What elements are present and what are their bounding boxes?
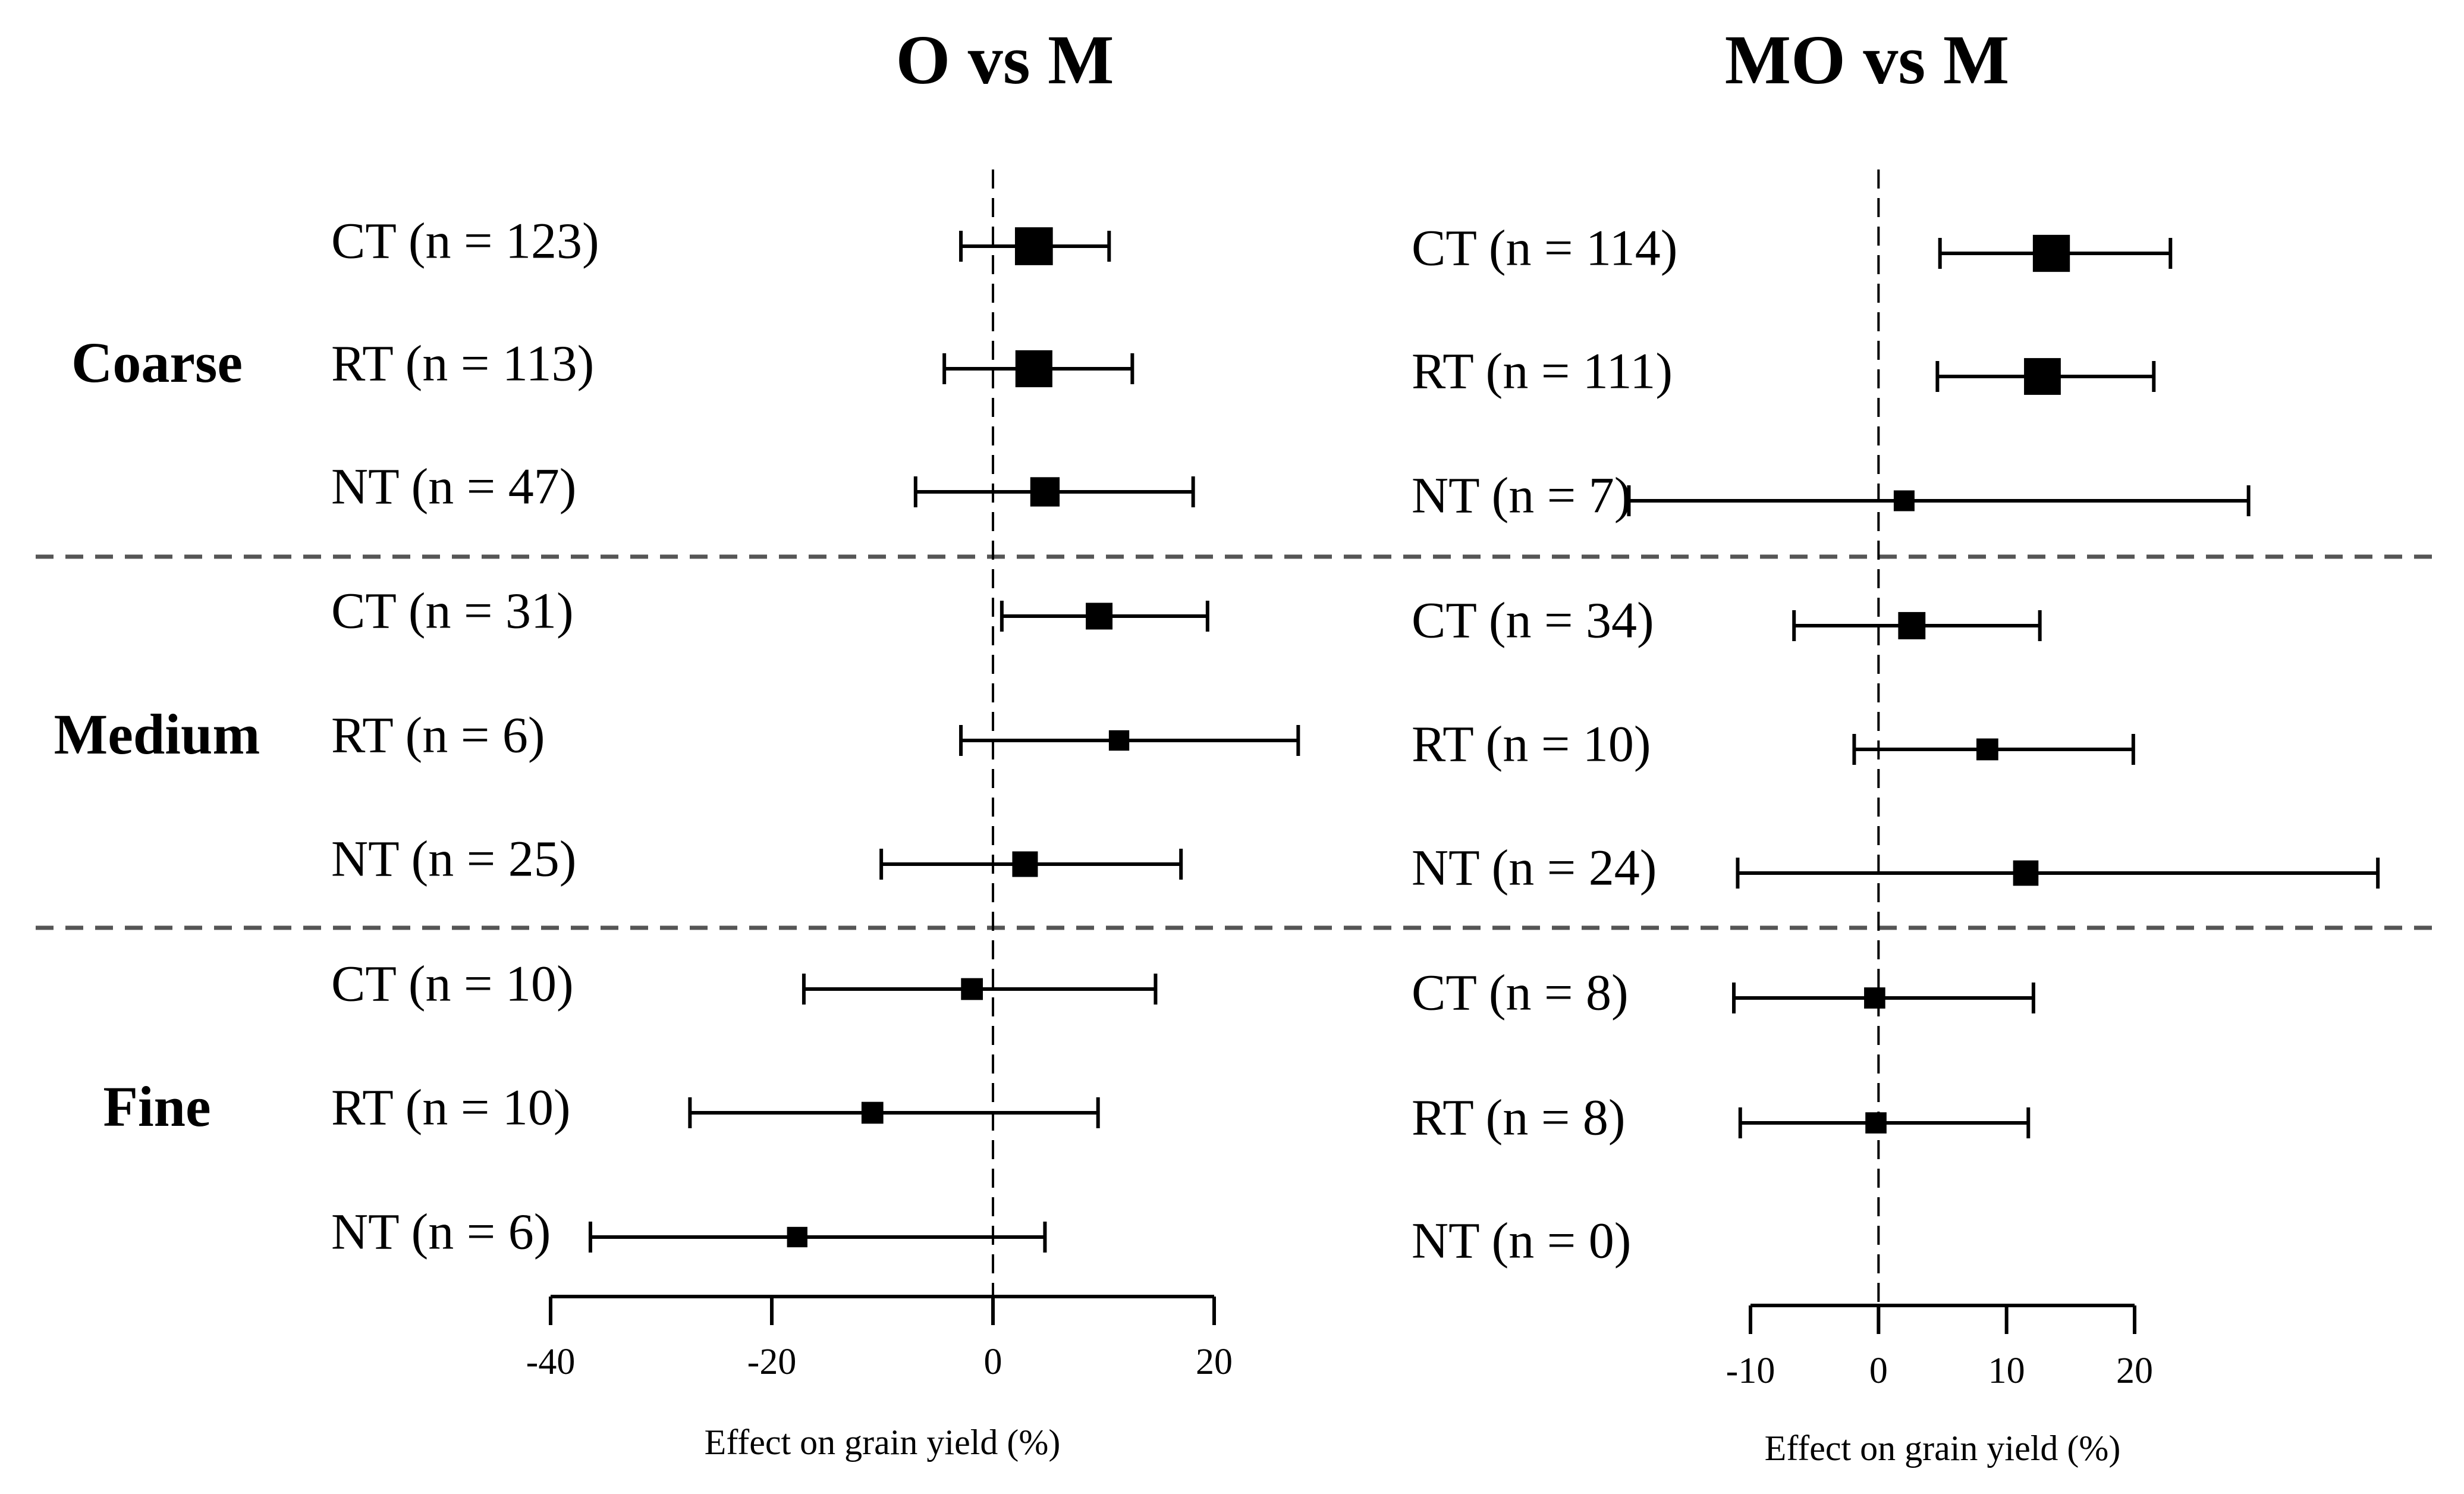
effect-marker (1012, 851, 1038, 877)
x-axis-tick-label: 0 (984, 1342, 1002, 1382)
x-axis-tick-label: -10 (1726, 1351, 1775, 1391)
row-label: RT (n = 10) (331, 1079, 570, 1136)
effect-marker (2013, 860, 2039, 886)
effect-marker (1898, 612, 1926, 639)
effect-marker (1865, 1112, 1887, 1134)
effect-marker (1015, 350, 1052, 388)
row-label: NT (n = 0) (1412, 1212, 1631, 1269)
row-label: CT (n = 10) (331, 955, 574, 1012)
panel-title: MO vs M (1725, 21, 2009, 99)
x-axis-title: Effect on grain yield (%) (705, 1423, 1061, 1462)
effect-marker (787, 1226, 807, 1248)
effect-marker (1030, 477, 1060, 507)
effect-marker (1893, 490, 1915, 511)
row-label: NT (n = 24) (1412, 839, 1657, 896)
effect-marker (2032, 234, 2070, 272)
effect-marker (1976, 738, 1998, 761)
x-axis-tick-label: -20 (747, 1342, 797, 1382)
x-axis-tick-label: -40 (526, 1342, 576, 1382)
group-label-fine: Fine (103, 1075, 210, 1138)
group-label-coarse: Coarse (71, 331, 243, 394)
row-label: NT (n = 7) (1412, 467, 1631, 524)
effect-marker (1864, 987, 1885, 1009)
effect-marker (2024, 358, 2061, 395)
row-label: RT (n = 10) (1412, 715, 1651, 773)
x-axis-tick-label: 20 (1196, 1342, 1233, 1382)
row-label: CT (n = 123) (331, 212, 599, 269)
effect-marker (1014, 227, 1053, 265)
effect-marker (961, 978, 983, 1000)
forest-panel-1: O vs M -40 -20 0 20 Effect on grain yield (%)… (331, 21, 1300, 1462)
row-label: RT (n = 8) (1412, 1089, 1625, 1146)
group-label-medium: Medium (54, 702, 260, 766)
row-label: CT (n = 114) (1412, 219, 1677, 277)
effect-marker (861, 1101, 884, 1124)
row-label: CT (n = 34) (1412, 592, 1654, 649)
row-label: NT (n = 47) (331, 458, 576, 515)
effect-marker (1108, 730, 1130, 751)
row-label: CT (n = 31) (331, 582, 574, 639)
x-axis-tick-label: 20 (2116, 1351, 2153, 1391)
row-label: RT (n = 6) (331, 707, 545, 764)
x-axis-tick-label: 0 (1869, 1351, 1888, 1391)
row-label: CT (n = 8) (1412, 964, 1629, 1021)
panel-title: O vs M (895, 21, 1114, 99)
x-axis-title: Effect on grain yield (%) (1765, 1429, 2121, 1468)
x-axis-tick-label: 10 (1988, 1351, 2025, 1391)
effect-marker (1086, 602, 1113, 630)
row-label: RT (n = 113) (331, 335, 594, 392)
row-label: NT (n = 6) (331, 1203, 551, 1260)
row-label: NT (n = 25) (331, 830, 576, 887)
row-label: RT (n = 111) (1412, 343, 1673, 400)
forest-panel-2: MO vs M -10 0 10 20 Effect on grain yield (%)… (1412, 21, 2380, 1468)
